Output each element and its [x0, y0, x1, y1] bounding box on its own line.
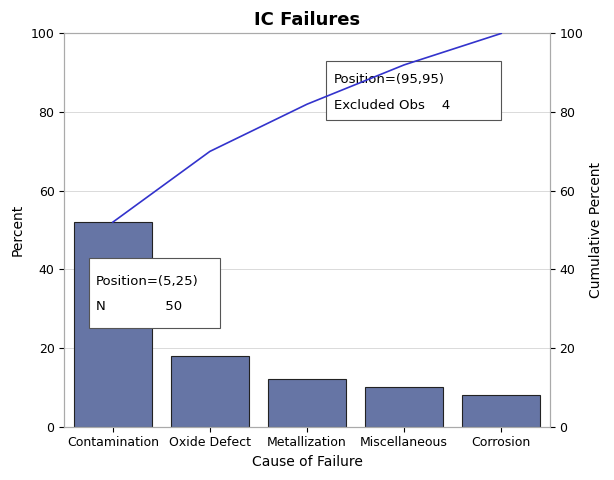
Y-axis label: Percent: Percent [11, 204, 25, 256]
Text: Position=(95,95): Position=(95,95) [333, 73, 445, 86]
FancyBboxPatch shape [88, 258, 220, 328]
Title: IC Failures: IC Failures [254, 11, 360, 29]
Bar [365, 387, 443, 427]
Bar [171, 356, 249, 427]
Y-axis label: Cumulative Percent: Cumulative Percent [589, 162, 603, 298]
Bar [74, 222, 152, 427]
Text: Excluded Obs    4: Excluded Obs 4 [333, 99, 450, 112]
FancyBboxPatch shape [327, 61, 501, 120]
Text: N              50: N 50 [96, 300, 182, 312]
X-axis label: Cause of Failure: Cause of Failure [252, 455, 362, 469]
Bar [462, 395, 540, 427]
Text: Position=(5,25): Position=(5,25) [96, 275, 198, 288]
Bar [268, 379, 346, 427]
